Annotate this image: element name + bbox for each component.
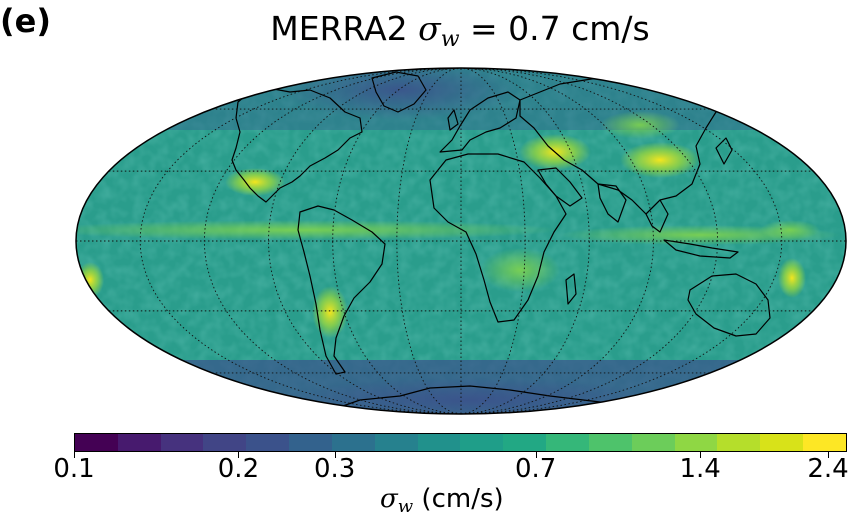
coast-indochina [645,199,669,233]
title-subscript: w [440,27,460,52]
panel-label: (e) [0,2,51,40]
coast-africa [429,153,567,323]
colorbar-segment [803,434,846,451]
coast-indonesia [663,239,739,259]
title-prefix: MERRA2 [270,9,419,48]
colorbar-segment [117,434,161,451]
title-suffix: = 0.7 cm/s [459,9,650,48]
coast-australia [687,273,771,337]
graticule-meridian [460,68,719,414]
colorbar-segment [760,434,804,451]
colorbar-tick [334,452,336,458]
colorbar-label: σw (cm/s) [380,484,504,517]
colorbar-segment [460,434,504,451]
colorbar [74,433,847,452]
colorbar-tick-label: 0.3 [313,454,356,484]
colorbar-segment [160,434,204,451]
central-asia-field [600,111,680,139]
coast-south-america [297,205,386,375]
mollweide-map [75,67,847,415]
coast-antarctica [319,385,641,414]
colorbar-tick-label: 2.4 [807,454,849,484]
coast-madagascar [565,273,577,305]
colorbar-tick [238,452,240,458]
colorbar-segment [417,434,461,451]
coast-north-america [231,87,363,203]
pacific-hotspot [778,258,806,298]
coast-india [597,183,627,223]
colorbar-segment [374,434,418,451]
map-boundary [75,67,847,415]
colorbar-segment [503,434,547,451]
coast-arabia [537,167,583,207]
colorbar-label-sigma: σ [380,484,398,514]
itcz-band [76,220,560,240]
graticule-meridian [332,68,462,414]
colorbar-tick [535,452,537,458]
colorbar-segment [289,434,332,451]
colorbar-tick-label: 1.4 [679,454,721,484]
colorbar-segment [631,434,675,451]
map-title: MERRA2 σw = 0.7 cm/s [0,9,850,52]
colorbar-segment [588,434,632,451]
coast-greenland [371,71,427,113]
title-sigma: σ [418,9,441,48]
colorbar-segment [75,434,118,451]
colorbar-segment [246,434,290,451]
colorbar-tick [74,452,75,458]
andes-hotspot [312,286,348,338]
coast-newzealand [783,339,799,361]
graticule [76,68,846,414]
colorbar-segment [546,434,589,451]
colorbar-tick-label: 0.1 [53,454,95,484]
colorbar-segment [674,434,718,451]
colorbar-tick-label: 0.2 [217,454,260,484]
colorbar-segment [331,434,375,451]
colorbar-tick [828,452,829,458]
data-field [76,68,846,414]
graticule-meridian [460,68,654,414]
colorbar-tick [700,452,702,458]
africa-field [480,248,560,292]
colorbar-tick-label: 0.7 [514,454,557,484]
colorbar-label-units: (cm/s) [413,484,504,514]
west-pacific-field [760,220,820,240]
colorbar-segment [203,434,247,451]
colorbar-segment [717,434,761,451]
colorbar-label-subscript: w [397,496,414,517]
coast-uk [447,109,459,131]
